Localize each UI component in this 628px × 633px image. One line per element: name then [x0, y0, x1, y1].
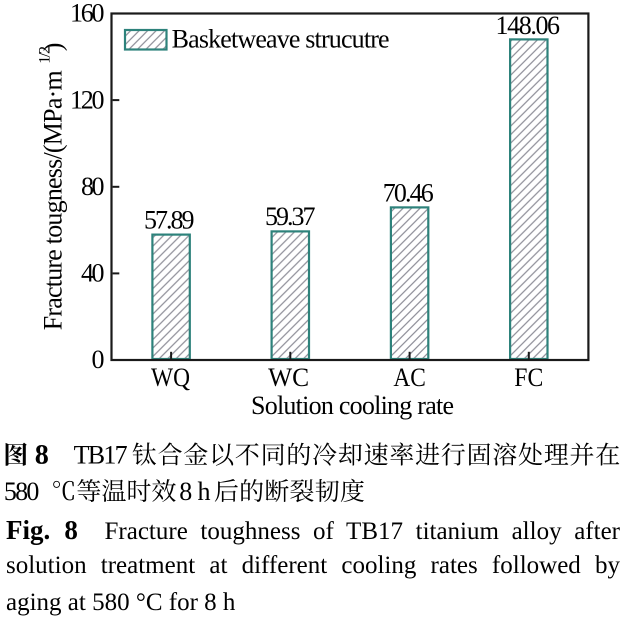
svg-text:8: 8	[179, 477, 192, 506]
svg-text:FC: FC	[514, 363, 543, 392]
svg-text:WC: WC	[268, 363, 309, 392]
svg-text:WQ: WQ	[151, 363, 190, 392]
svg-text:148.06: 148.06	[496, 11, 561, 40]
svg-text:TB17: TB17	[74, 441, 128, 470]
svg-text:Basketweave strucutre: Basketweave strucutre	[172, 24, 390, 53]
svg-text:120: 120	[70, 85, 105, 114]
svg-text:AC: AC	[393, 363, 426, 392]
svg-text:160: 160	[70, 0, 105, 28]
svg-text:57.89: 57.89	[144, 205, 195, 234]
svg-text:80: 80	[81, 172, 105, 201]
svg-text:59.37: 59.37	[265, 202, 316, 231]
svg-text:1/2: 1/2	[37, 46, 54, 64]
svg-text:Solution cooling rate: Solution cooling rate	[251, 391, 454, 420]
svg-text:Fracture tougness/(MPa·m: Fracture tougness/(MPa·m	[38, 70, 67, 330]
svg-text:580: 580	[4, 477, 40, 506]
svg-text:h: h	[198, 477, 211, 506]
svg-text:40: 40	[81, 259, 105, 288]
svg-text:70.46: 70.46	[383, 178, 434, 207]
svg-text:): )	[38, 43, 67, 52]
svg-text:0: 0	[92, 345, 105, 374]
